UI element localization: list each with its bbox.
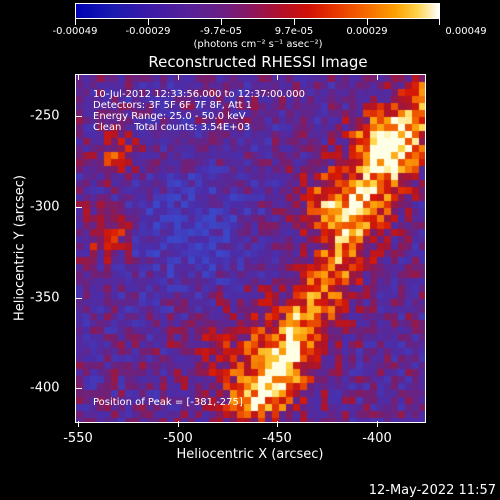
- y-axis-title: Heliocentric Y (arcsec): [12, 175, 28, 321]
- rhessi-intensity-map: [76, 75, 425, 422]
- x-axis-tick: [78, 421, 79, 427]
- y-axis-tick-label: -350: [30, 290, 60, 306]
- x-axis-tick-label: -500: [163, 431, 193, 446]
- y-axis-tick-label: -250: [30, 108, 60, 124]
- x-axis-tick: [277, 421, 278, 427]
- y-axis-tick-label: -400: [30, 380, 60, 396]
- time-range-text: 10-Jul-2012 12:33:56.000 to 12:37:00.000: [93, 89, 305, 100]
- colorbar-tick-label: 0.00049: [445, 26, 487, 37]
- x-axis-tick: [377, 74, 378, 80]
- y-axis-tick-label: -300: [30, 199, 60, 215]
- detectors-text: Detectors: 3F 5F 6F 7F 8F, Att 1: [93, 100, 253, 111]
- x-axis-tick: [78, 74, 79, 80]
- image-title: Reconstructed RHESSI Image: [148, 53, 368, 71]
- colorbar-tick: [221, 19, 222, 25]
- colorbar: [75, 3, 440, 19]
- x-axis-title: Heliocentric X (arcsec): [176, 447, 324, 462]
- y-axis-tick: [75, 388, 82, 389]
- colorbar-units: (photons cm⁻² s⁻¹ asec⁻²): [193, 39, 323, 50]
- colorbar-tick-label: -9.7e-05: [200, 26, 242, 37]
- colorbar-tick-label: 0.00029: [346, 26, 388, 37]
- image-plot: 10-Jul-2012 12:33:56.000 to 12:37:00.000…: [75, 74, 426, 423]
- x-axis-tick-label: -450: [262, 431, 292, 446]
- x-axis-tick-label: -550: [63, 431, 93, 446]
- colorbar-tick: [294, 19, 295, 25]
- x-axis-tick: [377, 421, 378, 427]
- colorbar-tick-label: -0.00049: [52, 26, 98, 37]
- x-axis-tick: [178, 74, 179, 80]
- clean-counts-text: Clean Total counts: 3.54E+03: [93, 122, 251, 133]
- colorbar-gradient: [76, 4, 439, 18]
- energy-range-text: Energy Range: 25.0 - 50.0 keV: [93, 111, 246, 122]
- colorbar-tick: [439, 19, 440, 25]
- colorbar-tick-label: -0.00029: [125, 26, 171, 37]
- generation-date: 12-May-2022 11:57: [368, 483, 496, 498]
- colorbar-tick: [75, 19, 76, 25]
- colorbar-tick: [148, 19, 149, 25]
- x-axis-tick: [277, 74, 278, 80]
- colorbar-tick: [367, 19, 368, 25]
- colorbar-tick-label: 9.7e-05: [274, 26, 314, 37]
- y-axis-tick: [75, 298, 82, 299]
- x-axis-tick-label: -400: [362, 431, 392, 446]
- y-axis-tick: [75, 207, 82, 208]
- y-axis-tick: [75, 116, 82, 117]
- peak-position-text: Position of Peak = [-381,-275]: [93, 397, 243, 408]
- x-axis-tick: [178, 421, 179, 427]
